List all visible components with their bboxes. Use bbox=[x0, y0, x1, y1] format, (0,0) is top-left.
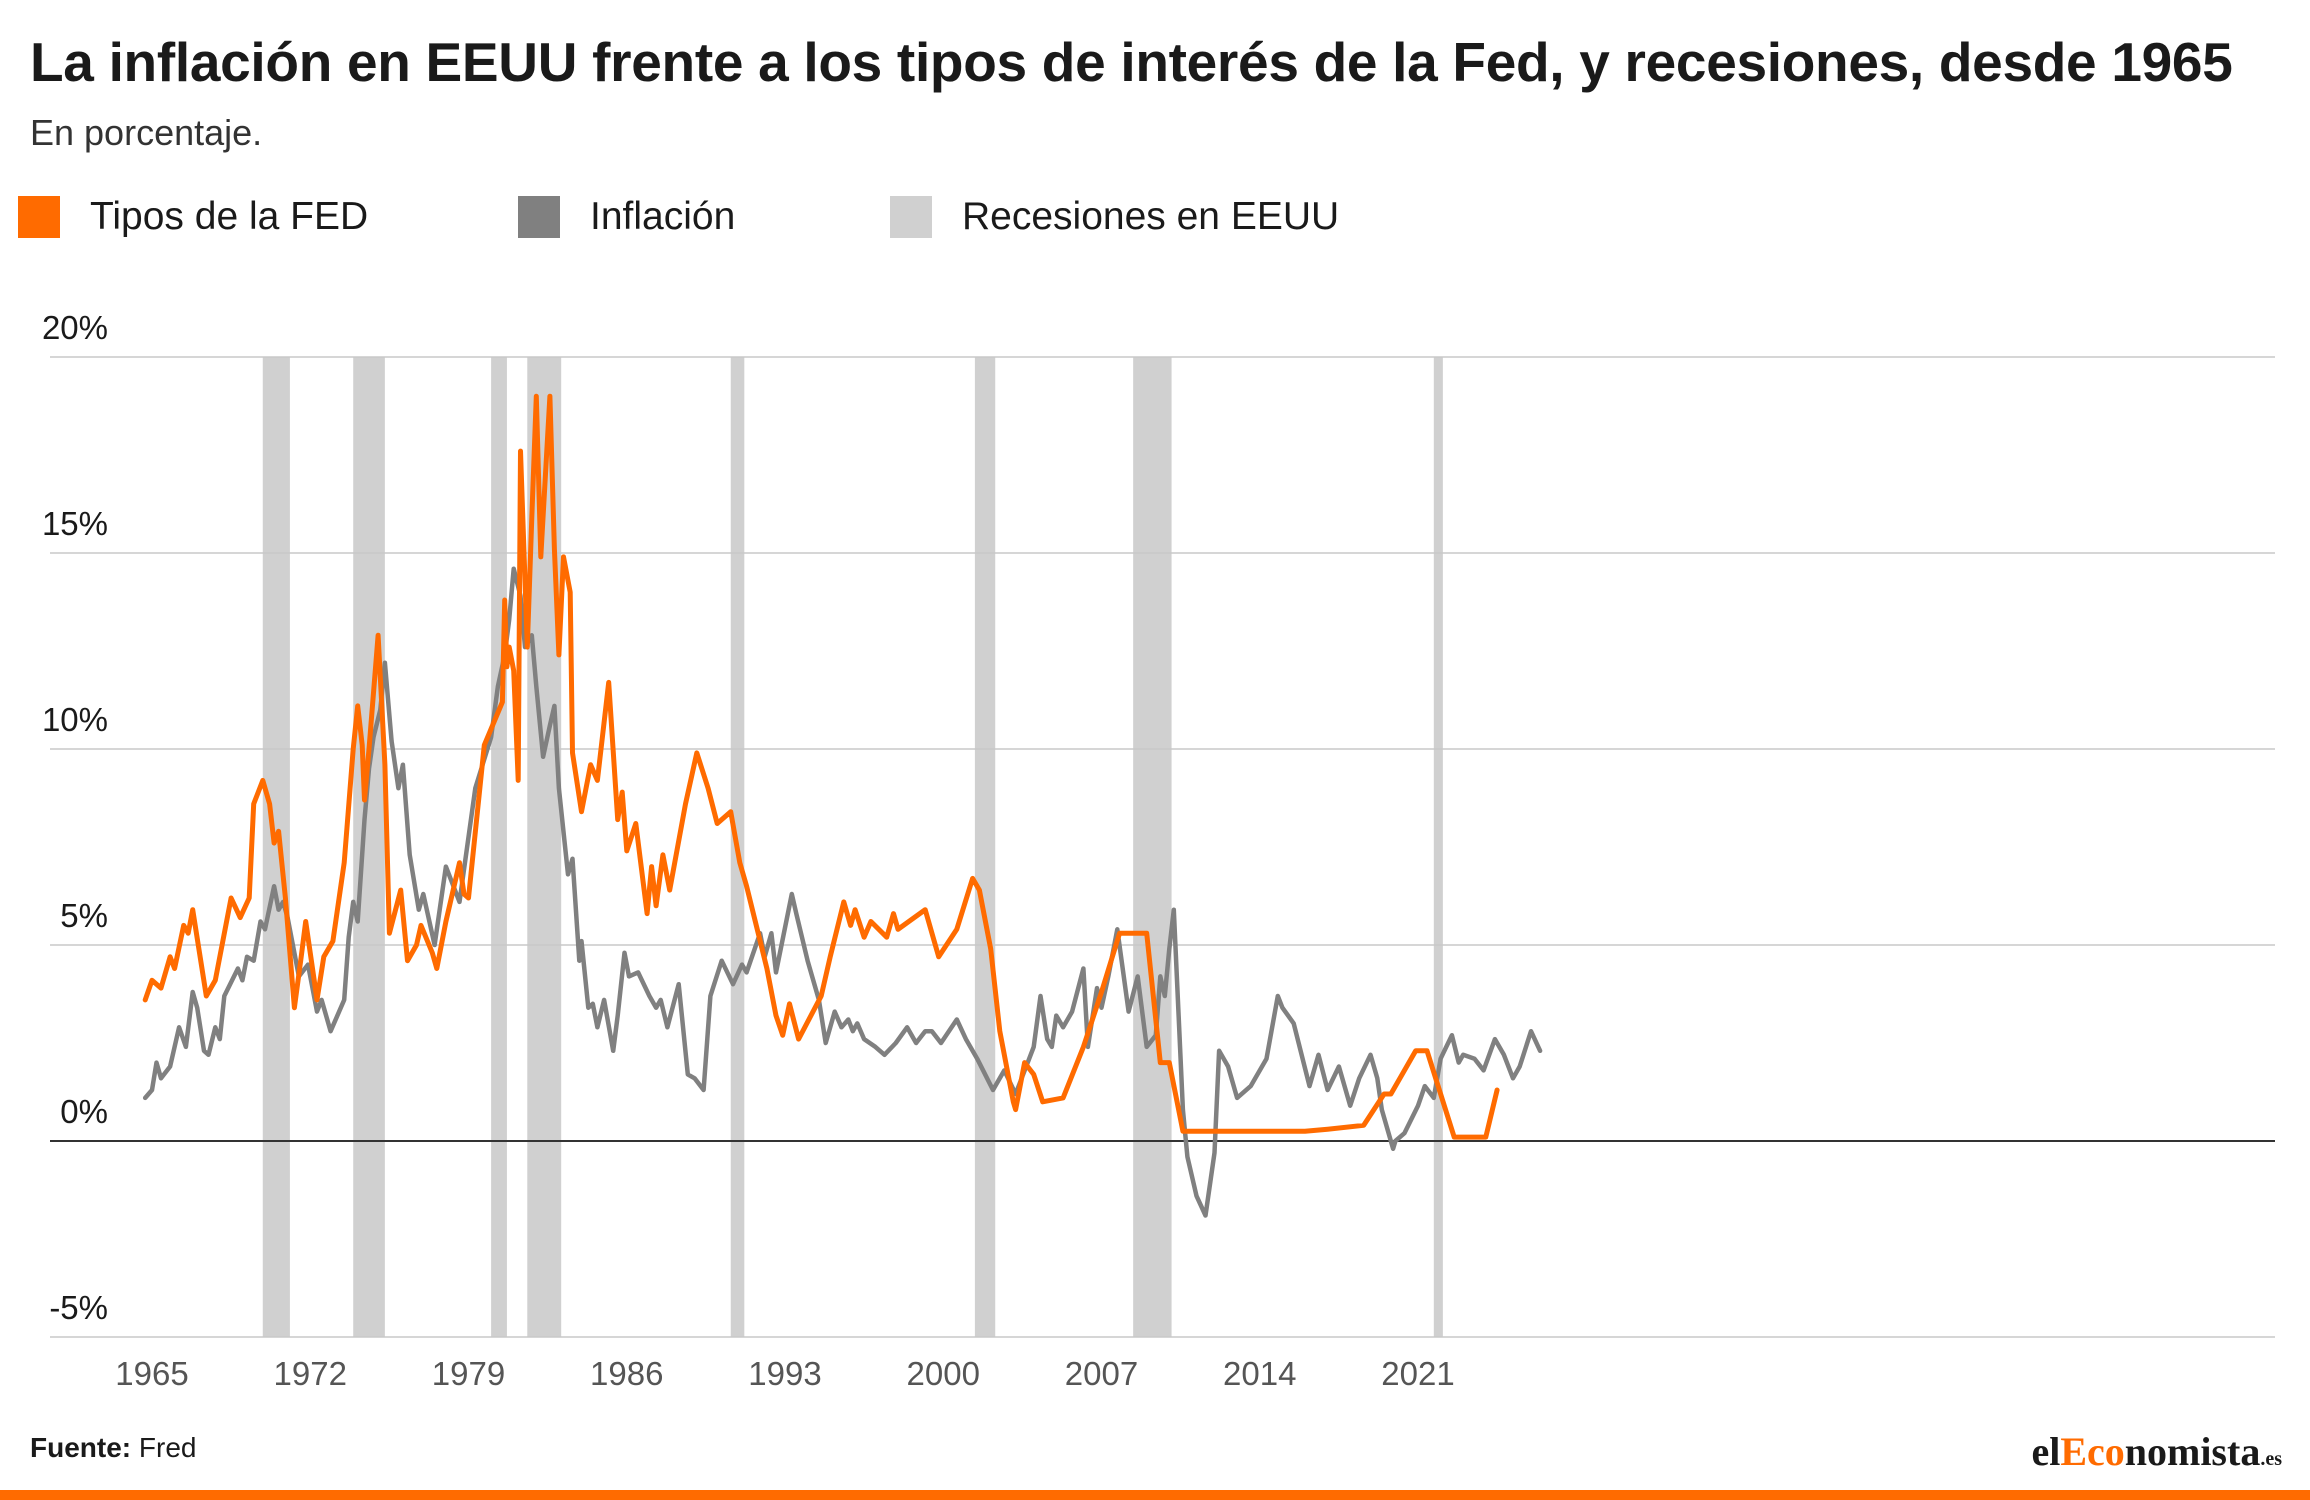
gridlines bbox=[50, 356, 2275, 1338]
x-tick-label: 2000 bbox=[907, 1355, 980, 1392]
series-line-inflation bbox=[142, 566, 1543, 1218]
legend-item-recessions: Recesiones en EEUU bbox=[890, 192, 1339, 242]
legend-label-fed: Tipos de la FED bbox=[90, 195, 369, 238]
logo-tld: .es bbox=[2260, 1448, 2282, 1470]
x-axis-labels: 1965 1972 1979 1986 1993 2000 2007 2014 2021 bbox=[115, 1355, 1454, 1392]
x-tick-label: 2014 bbox=[1223, 1355, 1296, 1392]
recession-band bbox=[262, 357, 290, 1337]
source-label: Fuente: bbox=[30, 1432, 132, 1463]
y-tick-label: 0% bbox=[60, 1093, 108, 1130]
series-lines bbox=[142, 393, 1543, 1218]
y-axis-labels: -5% 0% 5% 10% 15% 20% bbox=[42, 309, 108, 1326]
chart-title: La inflación en EEUU frente a los tipos … bbox=[30, 31, 2233, 93]
bottom-accent-bar bbox=[0, 1490, 2310, 1500]
legend-item-fed: Tipos de la FED bbox=[18, 192, 368, 242]
legend: Tipos de la FED Inflación Recesiones en … bbox=[18, 192, 1518, 242]
chart-subtitle: En porcentaje. bbox=[30, 112, 263, 153]
recession-band bbox=[491, 357, 507, 1337]
x-tick-label: 1986 bbox=[590, 1355, 663, 1392]
recession-band bbox=[1133, 357, 1172, 1337]
publisher-logo[interactable]: elEconomista.es bbox=[2031, 1428, 2282, 1475]
x-tick-label: 2021 bbox=[1381, 1355, 1454, 1392]
series-line-fed bbox=[142, 393, 1500, 1140]
logo-prefix: el bbox=[2031, 1429, 2061, 1474]
y-tick-label: 5% bbox=[60, 897, 108, 934]
legend-label-recessions: Recesiones en EEUU bbox=[962, 195, 1340, 238]
x-tick-label: 1972 bbox=[274, 1355, 347, 1392]
legend-item-inflation: Inflación bbox=[518, 192, 735, 242]
legend-swatch-recessions bbox=[890, 196, 932, 238]
logo-middle: Eco bbox=[2060, 1429, 2125, 1474]
x-tick-label: 1965 bbox=[115, 1355, 188, 1392]
y-tick-label: 10% bbox=[42, 701, 108, 738]
legend-label-inflation: Inflación bbox=[590, 195, 736, 238]
recession-band bbox=[353, 357, 385, 1337]
legend-swatch-inflation bbox=[518, 196, 560, 238]
x-tick-label: 1979 bbox=[432, 1355, 505, 1392]
y-tick-label: 15% bbox=[42, 505, 108, 542]
y-tick-label: -5% bbox=[49, 1289, 108, 1326]
line-chart: -5% 0% 5% 10% 15% 20% 1965 1972 1979 1986 1993 200… bbox=[42, 309, 2275, 1392]
recession-bands bbox=[262, 357, 1443, 1337]
recession-band bbox=[974, 357, 996, 1337]
legend-swatch-fed bbox=[18, 196, 60, 238]
logo-suffix: nomista bbox=[2124, 1429, 2261, 1474]
y-tick-label: 20% bbox=[42, 309, 108, 346]
x-tick-label: 1993 bbox=[748, 1355, 821, 1392]
source-note: Fuente: Fred bbox=[30, 1432, 196, 1464]
source-value: Fred bbox=[131, 1432, 197, 1463]
x-tick-label: 2007 bbox=[1065, 1355, 1138, 1392]
recession-band bbox=[1433, 357, 1443, 1337]
